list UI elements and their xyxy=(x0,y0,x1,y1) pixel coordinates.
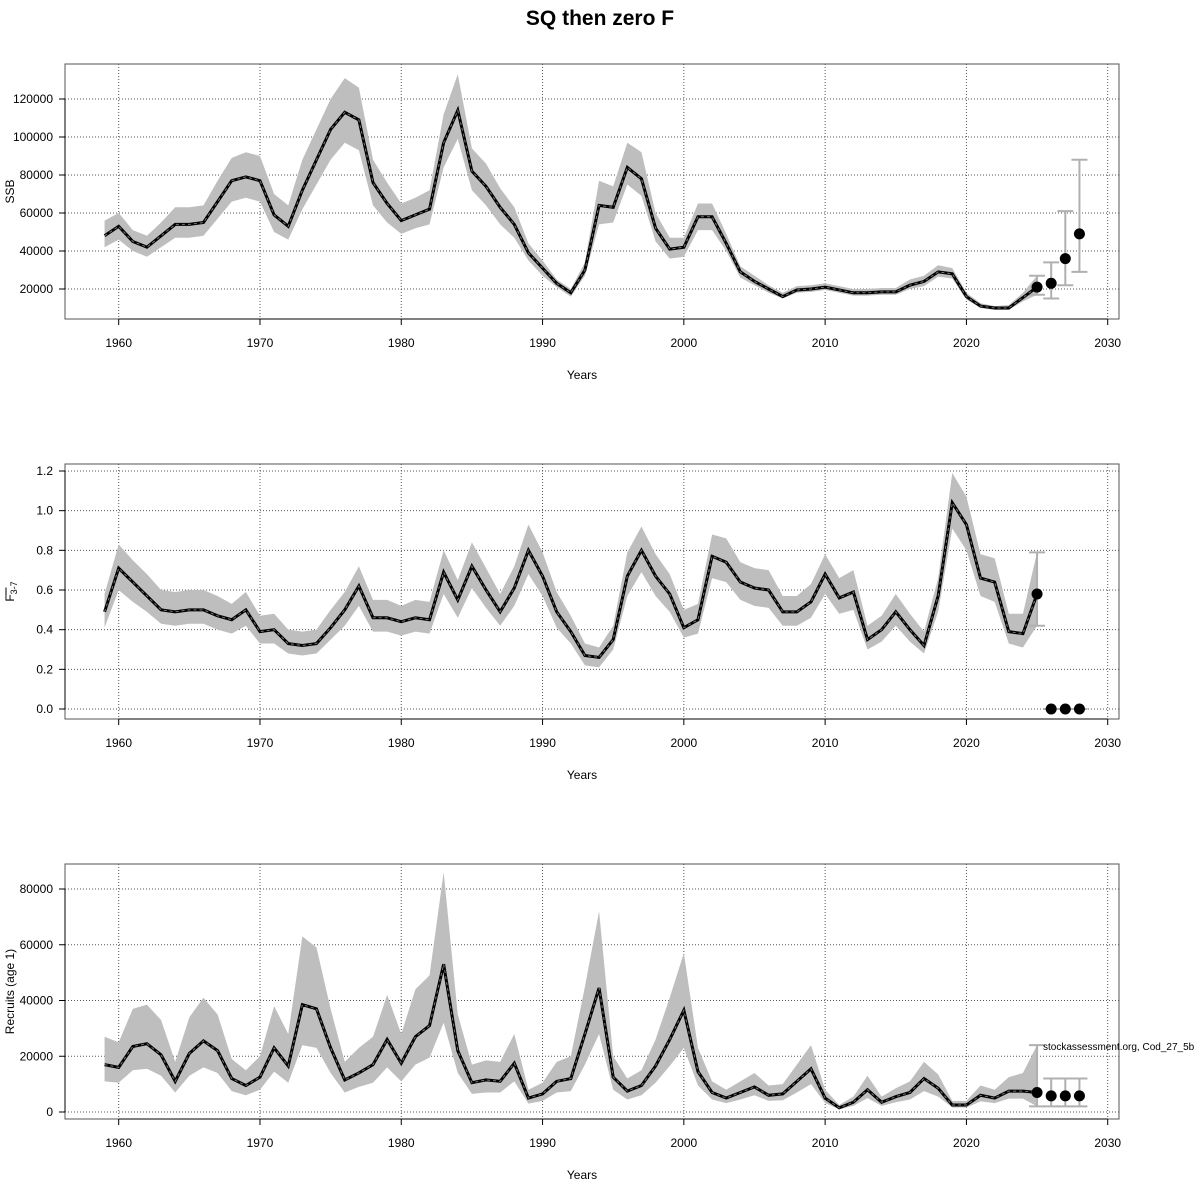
y-tick-label: 40000 xyxy=(20,994,54,1008)
y-tick-label: 80000 xyxy=(20,882,54,896)
x-tick-label: 1960 xyxy=(105,1136,132,1150)
x-tick-label: 1970 xyxy=(247,336,274,350)
y-tick-label: 1.2 xyxy=(36,464,53,478)
x-tick-label: 2030 xyxy=(1094,736,1121,750)
projection-error-bar xyxy=(1071,158,1088,273)
projection-point xyxy=(1031,588,1043,600)
y-axis-label: F3-7 xyxy=(3,581,19,601)
y-tick-label: 0.6 xyxy=(36,583,53,597)
y-tick-label: 0 xyxy=(46,1105,53,1119)
x-tick-label: 1980 xyxy=(388,736,415,750)
projection-point xyxy=(1045,703,1057,715)
estimate-line xyxy=(103,498,1039,660)
y-tick-label: 1.0 xyxy=(36,504,53,518)
y-tick-label: 20000 xyxy=(20,1049,54,1063)
x-axis-label: Years xyxy=(567,768,597,782)
projection-point xyxy=(1045,1090,1057,1102)
y-tick-label: 20000 xyxy=(20,282,54,296)
x-tick-label: 2030 xyxy=(1094,336,1121,350)
x-tick-label: 1990 xyxy=(529,336,556,350)
x-tick-label: 2030 xyxy=(1094,1136,1121,1150)
y-tick-label: 80000 xyxy=(20,168,54,182)
projection-point xyxy=(1059,703,1071,715)
confidence-band xyxy=(104,74,1038,310)
panel-fbar: 1960 1970 1980 1990 2000 2010 2020 2030 0.0 0.2 0.… xyxy=(3,463,1121,782)
x-tick-label: 2010 xyxy=(812,336,839,350)
x-tick-label: 1960 xyxy=(105,736,132,750)
projection-point xyxy=(1059,1090,1071,1102)
y-axis-label: SSB xyxy=(3,179,17,203)
x-tick-label: 2010 xyxy=(812,736,839,750)
x-tick-label: 2000 xyxy=(670,1136,697,1150)
projection-point xyxy=(1073,228,1085,240)
x-tick-label: 1980 xyxy=(388,1136,415,1150)
projection-point xyxy=(1045,277,1057,289)
y-tick-label: 60000 xyxy=(20,938,54,952)
estimate-line-dash xyxy=(104,108,1038,309)
y-tick-label: 0.8 xyxy=(36,543,53,557)
x-tick-label: 1980 xyxy=(388,336,415,350)
estimate-line-dash xyxy=(104,964,1038,1109)
x-tick-label: 2000 xyxy=(670,736,697,750)
projection-point xyxy=(1073,703,1085,715)
y-tick-label: 0.4 xyxy=(36,623,53,637)
y-tick-label: 100000 xyxy=(13,130,53,144)
y-tick-label: 120000 xyxy=(13,92,53,106)
x-axis-label: Years xyxy=(567,368,597,382)
chart-title: SQ then zero F xyxy=(526,7,674,30)
y-axis-label-subscript: 3-7 xyxy=(9,581,19,594)
x-tick-label: 1960 xyxy=(105,336,132,350)
source-annotation: stockassessment.org, Cod_27_5b xyxy=(1043,1042,1195,1053)
projection-point xyxy=(1073,1090,1085,1102)
projection-point xyxy=(1059,253,1071,265)
x-tick-label: 1970 xyxy=(247,1136,274,1150)
x-tick-label: 1990 xyxy=(529,1136,556,1150)
panel-recruits: 1960 1970 1980 1990 2000 2010 2020 2030 0 20000 40… xyxy=(3,863,1195,1182)
confidence-band xyxy=(104,472,1038,668)
y-tick-label: 60000 xyxy=(20,206,54,220)
y-axis-label: Recruits (age 1) xyxy=(3,949,17,1034)
y-tick-label: 0.2 xyxy=(36,662,53,676)
confidence-band xyxy=(104,872,1038,1110)
projection-error-bar xyxy=(1057,210,1074,287)
x-axis-label: Years xyxy=(567,1168,597,1182)
x-tick-label: 1970 xyxy=(247,736,274,750)
y-tick-label: 0.0 xyxy=(36,702,53,716)
x-tick-label: 2020 xyxy=(953,336,980,350)
y-tick-label: 40000 xyxy=(20,244,54,258)
projection-point xyxy=(1031,281,1043,293)
x-tick-label: 1990 xyxy=(529,736,556,750)
panel-ssb: 1960 1970 1980 1990 2000 2010 2020 2030 20000 400… xyxy=(3,63,1121,382)
projection-point xyxy=(1031,1086,1043,1098)
x-tick-label: 2000 xyxy=(670,336,697,350)
x-tick-label: 2010 xyxy=(812,1136,839,1150)
x-tick-label: 2020 xyxy=(953,1136,980,1150)
estimate-line xyxy=(103,105,1038,310)
x-tick-label: 2020 xyxy=(953,736,980,750)
estimate-line-dash xyxy=(104,501,1038,658)
